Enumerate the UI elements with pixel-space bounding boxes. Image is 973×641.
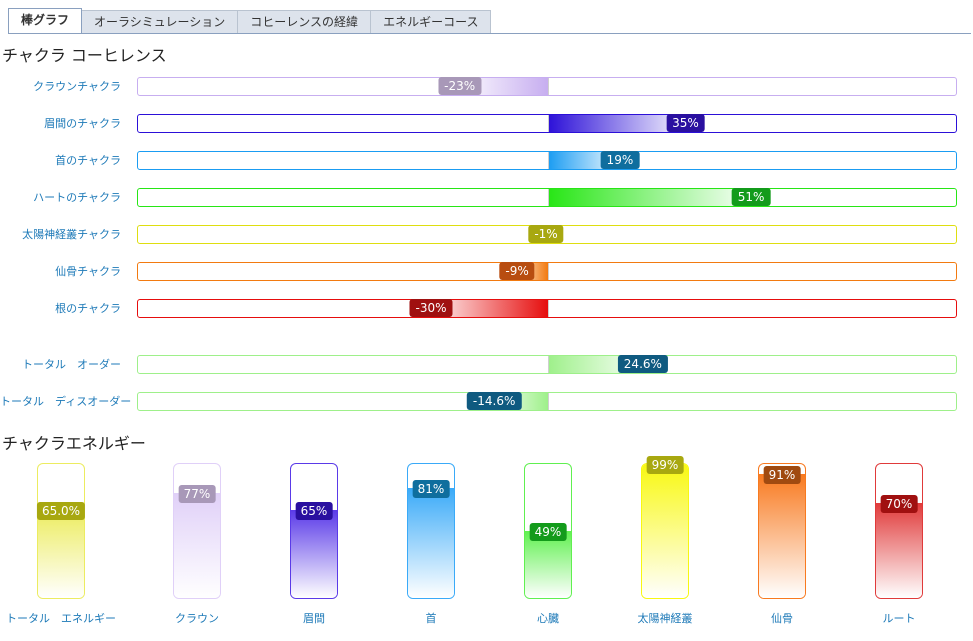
coherence-zero-line (548, 189, 549, 206)
tab-bar-divider (8, 33, 971, 34)
coherence-value-label: -1% (528, 225, 564, 243)
energy-label: 仙骨 (771, 612, 793, 625)
tab-bar: 棒グラフ オーラシミュレーション コヒーレンスの経緯 エネルギーコース (8, 8, 492, 33)
energy-value-label: 49% (529, 523, 567, 542)
energy-value-label: 70% (880, 494, 918, 513)
coherence-label: トータル ディスオーダー (0, 395, 132, 408)
energy-column (290, 463, 338, 599)
energy-bar (408, 487, 454, 598)
tab-0[interactable]: 棒グラフ (8, 8, 83, 33)
coherence-bar (548, 115, 692, 132)
coherence-zero-line (548, 263, 549, 280)
coherence-zero-line (548, 78, 549, 95)
coherence-zero-line (548, 300, 549, 317)
coherence-bar (425, 300, 548, 317)
energy-value-label: 99% (646, 456, 684, 474)
energy-column (173, 463, 221, 599)
coherence-track: -9% (137, 262, 957, 281)
coherence-label: トータル オーダー (22, 358, 121, 371)
coherence-value-label: -9% (499, 262, 535, 280)
coherence-bar (548, 189, 758, 206)
coherence-zero-line (548, 115, 549, 132)
energy-label: 首 (425, 612, 437, 625)
coherence-value-label: -14.6% (466, 392, 522, 410)
coherence-zero-line (548, 393, 549, 410)
energy-bar (759, 474, 805, 598)
coherence-value-label: 19% (600, 151, 640, 169)
energy-label: トータル エネルギー (6, 612, 116, 625)
coherence-value-label: -23% (438, 77, 482, 95)
coherence-zero-line (548, 356, 549, 373)
energy-column (641, 463, 689, 599)
coherence-track: -23% (137, 77, 957, 96)
energy-column (875, 463, 923, 599)
energy-value-label: 65.0% (36, 501, 86, 520)
tab-2[interactable]: コヒーレンスの経緯 (237, 10, 372, 33)
coherence-value-label: -30% (409, 299, 453, 317)
energy-bar (174, 493, 220, 598)
coherence-label: 太陽神経叢チャクラ (22, 228, 121, 241)
tab-3[interactable]: エネルギーコース (370, 10, 492, 33)
coherence-zero-line (548, 152, 549, 169)
energy-value-label: 81% (412, 479, 450, 498)
coherence-label: 仙骨チャクラ (55, 265, 121, 278)
coherence-value-label: 24.6% (617, 355, 668, 373)
energy-bar (525, 531, 571, 598)
coherence-value-label: 51% (731, 188, 771, 206)
coherence-track: 51% (137, 188, 957, 207)
energy-label: ルート (882, 612, 916, 625)
coherence-track: 24.6% (137, 355, 957, 374)
energy-title: チャクラエネルギー (2, 434, 146, 453)
coherence-value-label: 35% (666, 114, 705, 132)
energy-bar (876, 502, 922, 598)
coherence-title: チャクラ コーヒレンス (2, 46, 167, 65)
energy-bar (642, 464, 688, 598)
coherence-track: 19% (137, 151, 957, 170)
energy-value-label: 91% (763, 466, 801, 485)
energy-column (758, 463, 806, 599)
coherence-label: 首のチャクラ (55, 154, 121, 167)
energy-bar (38, 509, 84, 598)
coherence-label: クラウンチャクラ (33, 80, 121, 93)
energy-column (37, 463, 85, 599)
coherence-track: -30% (137, 299, 957, 318)
coherence-track: -14.6% (137, 392, 957, 411)
energy-value-label: 65% (295, 501, 333, 520)
energy-label: 心臓 (537, 612, 559, 625)
energy-label: 太陽神経叢 (637, 612, 693, 625)
energy-column (524, 463, 572, 599)
energy-value-label: 77% (178, 485, 216, 504)
energy-label: 眉間 (303, 612, 325, 625)
energy-bar (291, 509, 337, 598)
energy-label: クラウン (175, 612, 219, 625)
coherence-label: 眉間のチャクラ (44, 117, 121, 130)
tab-1[interactable]: オーラシミュレーション (81, 10, 239, 33)
coherence-track: 35% (137, 114, 957, 133)
coherence-label: 根のチャクラ (55, 302, 121, 315)
coherence-track: -1% (137, 225, 957, 244)
coherence-label: ハートのチャクラ (33, 191, 121, 204)
